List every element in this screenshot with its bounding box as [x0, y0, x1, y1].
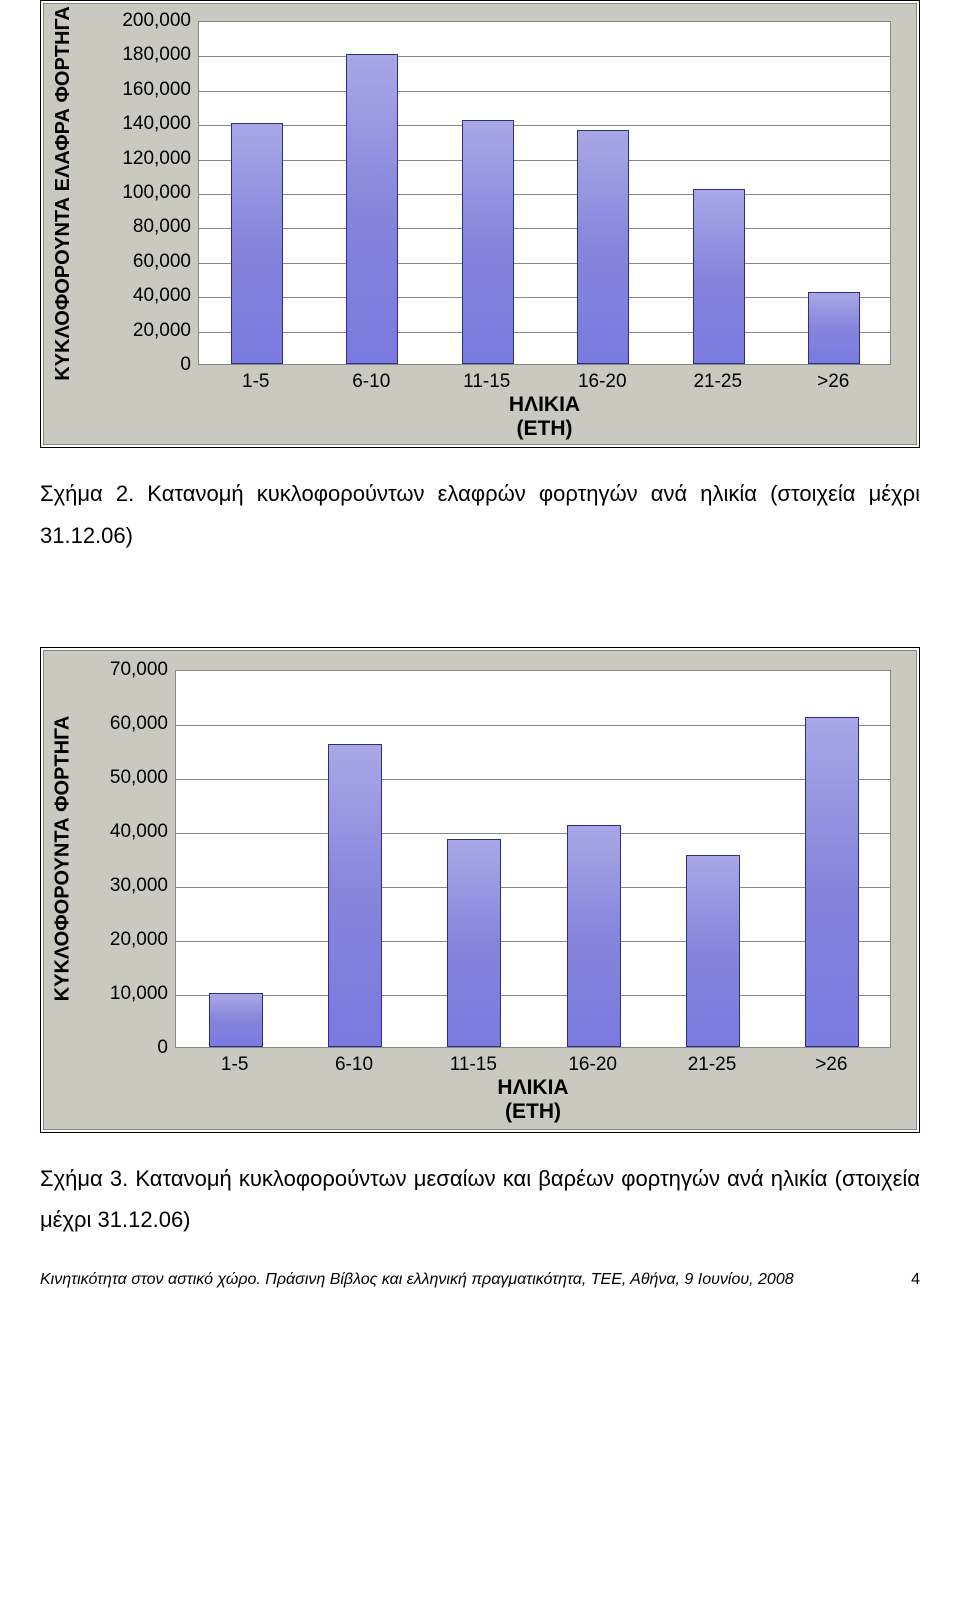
x-tick-label: 11-15 [463, 371, 510, 393]
chart2: ΚΥΚΛΟΦΟΡΟΥΝΤΑ ΦΟΡΤΗΓΑ010,00020,00030,000… [43, 650, 917, 1130]
x-tick-label: 1-5 [242, 371, 269, 393]
caption-chart2: Σχήμα 3. Κατανομή κυκλοφορούντων μεσαίων… [40, 1158, 920, 1242]
x-tick-label: 1-5 [221, 1054, 248, 1076]
y-tick-label: 100,000 [122, 182, 191, 204]
y-tick-label: 20,000 [133, 320, 191, 342]
bar [231, 123, 283, 364]
plot-area [175, 670, 891, 1048]
y-tick-label: 20,000 [110, 929, 168, 951]
y-tick-label: 10,000 [110, 983, 168, 1005]
y-tick-label: 200,000 [122, 10, 191, 32]
bar [209, 993, 263, 1047]
y-tick-label: 50,000 [110, 767, 168, 789]
x-tick-label: 16-20 [568, 1054, 617, 1076]
y-tick-label: 80,000 [133, 216, 191, 238]
y-tick-label: 120,000 [122, 148, 191, 170]
y-tick-label: 160,000 [122, 79, 191, 101]
bar [686, 855, 740, 1047]
x-axis-label: ΗΛΙΚΙΑ (ΕΤΗ) [198, 393, 891, 441]
y-tick-label: 0 [180, 354, 191, 376]
bar [577, 130, 629, 364]
plot-area [198, 21, 891, 365]
x-tick-label: 11-15 [450, 1054, 497, 1076]
y-tick-label: 0 [157, 1037, 168, 1059]
caption-chart1: Σχήμα 2. Κατανομή κυκλοφορούντων ελαφρών… [40, 473, 920, 557]
x-tick-label: 16-20 [578, 371, 627, 393]
page: ΚΥΚΛΟΦΟΡΟΥΝΤΑ ΕΛΑΦΡΑ ΦΟΡΤΗΓΑ020,00040,00… [0, 0, 960, 1319]
y-tick-label: 180,000 [122, 44, 191, 66]
bar [328, 744, 382, 1046]
y-tick-label: 40,000 [110, 821, 168, 843]
spacer [40, 557, 920, 647]
y-tick-label: 30,000 [110, 875, 168, 897]
y-tick-label: 60,000 [110, 713, 168, 735]
chart1: ΚΥΚΛΟΦΟΡΟΥΝΤΑ ΕΛΑΦΡΑ ΦΟΡΤΗΓΑ020,00040,00… [43, 3, 917, 445]
x-tick-label: >26 [817, 371, 849, 393]
y-tick-label: 70,000 [110, 659, 168, 681]
page-footer: Κινητικότητα στον αστικό χώρο. Πράσινη Β… [40, 1271, 920, 1289]
x-tick-label: 21-25 [688, 1054, 737, 1076]
bar [346, 54, 398, 364]
bar [693, 189, 745, 364]
bar [447, 839, 501, 1047]
bar [567, 825, 621, 1046]
x-tick-label: 6-10 [352, 371, 390, 393]
chart2-frame: ΚΥΚΛΟΦΟΡΟΥΝΤΑ ΦΟΡΤΗΓΑ010,00020,00030,000… [40, 647, 920, 1133]
x-tick-label: 6-10 [335, 1054, 373, 1076]
y-tick-label: 140,000 [122, 113, 191, 135]
y-tick-label: 40,000 [133, 285, 191, 307]
bar [805, 717, 859, 1046]
x-tick-label: 21-25 [693, 371, 742, 393]
bar [808, 292, 860, 364]
x-axis-label: ΗΛΙΚΙΑ (ΕΤΗ) [175, 1076, 891, 1124]
y-tick-label: 60,000 [133, 251, 191, 273]
page-number: 4 [880, 1271, 920, 1289]
chart1-frame: ΚΥΚΛΟΦΟΡΟΥΝΤΑ ΕΛΑΦΡΑ ΦΟΡΤΗΓΑ020,00040,00… [40, 0, 920, 448]
x-tick-label: >26 [815, 1054, 847, 1076]
bar [462, 120, 514, 364]
footer-text: Κινητικότητα στον αστικό χώρο. Πράσινη Β… [40, 1271, 880, 1289]
